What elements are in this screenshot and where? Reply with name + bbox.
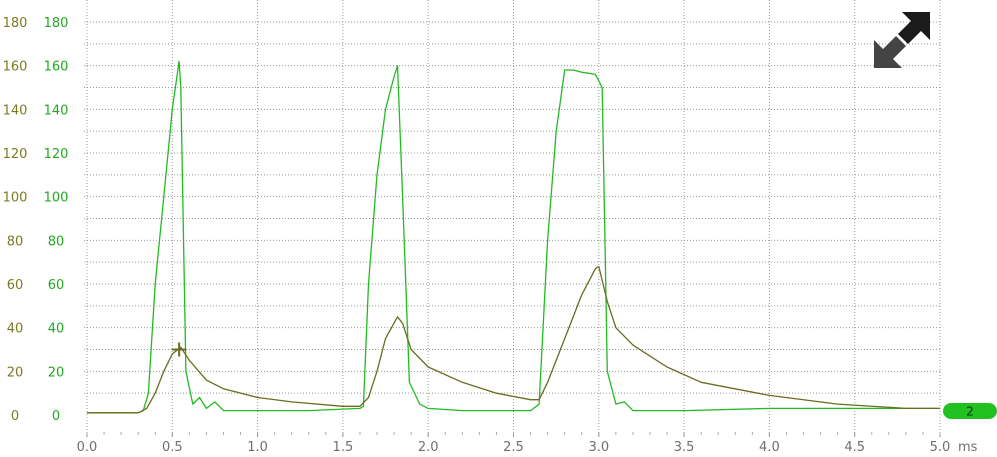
plot-area [84,0,941,433]
series-line-1 [87,60,940,414]
y-tick-label-left: 80 [7,234,24,249]
y-tick-label-right: 160 [44,60,69,75]
x-tick-label: 0.0 [77,440,98,455]
y-tick-label-left: 60 [7,278,24,293]
y-tick-label-right: 0 [52,409,60,424]
y-tick-label-right: 80 [48,234,65,249]
y-tick-label-left: 180 [3,16,28,31]
x-axis: 0.0 0.5 1.0 1.5 2.0 2.5 3.0 3.5 4.0 4.5 5.0 [77,432,951,455]
x-tick-label: 1.5 [333,440,354,455]
x-tick-label: 1.0 [247,440,268,455]
y-tick-label-right: 40 [48,322,65,337]
y-tick-label-left: 120 [3,147,28,162]
x-tick-label: 4.5 [844,440,865,455]
channel-2-marker[interactable]: 2 [943,403,997,419]
x-tick-label: 3.0 [588,440,609,455]
channel-2-label: 2 [966,405,974,419]
x-tick-label: 5.0 [930,440,951,455]
cursor-marker[interactable] [172,342,187,357]
y-tick-label-left: 0 [11,409,19,424]
y-tick-label-right: 120 [44,147,69,162]
x-tick-label: 2.0 [418,440,439,455]
x-axis-unit-label: ms [958,440,978,455]
y-tick-label-left: 140 [3,103,28,118]
y-tick-label-left: 100 [3,191,28,206]
series-layer [87,60,940,414]
y-tick-label-left: 40 [7,322,24,337]
y-axis-left: 0 20 40 60 80 100 120 140 160 180 [3,16,28,424]
expand-icon[interactable] [874,12,930,68]
y-axis-right: 0 20 40 60 80 100 120 140 160 180 [44,16,69,424]
y-tick-label-right: 180 [44,16,69,31]
x-tick-label: 2.5 [503,440,524,455]
x-tick-label: 0.5 [162,440,183,455]
grid-lines [84,0,941,432]
x-tick-label: 3.5 [674,440,695,455]
series-line-2 [87,265,940,414]
y-tick-label-left: 160 [3,60,28,75]
y-tick-label-left: 20 [7,365,24,380]
y-tick-label-right: 60 [48,278,65,293]
y-tick-label-right: 20 [48,365,65,380]
y-tick-label-right: 140 [44,103,69,118]
y-tick-label-right: 100 [44,191,69,206]
x-tick-label: 4.0 [759,440,780,455]
